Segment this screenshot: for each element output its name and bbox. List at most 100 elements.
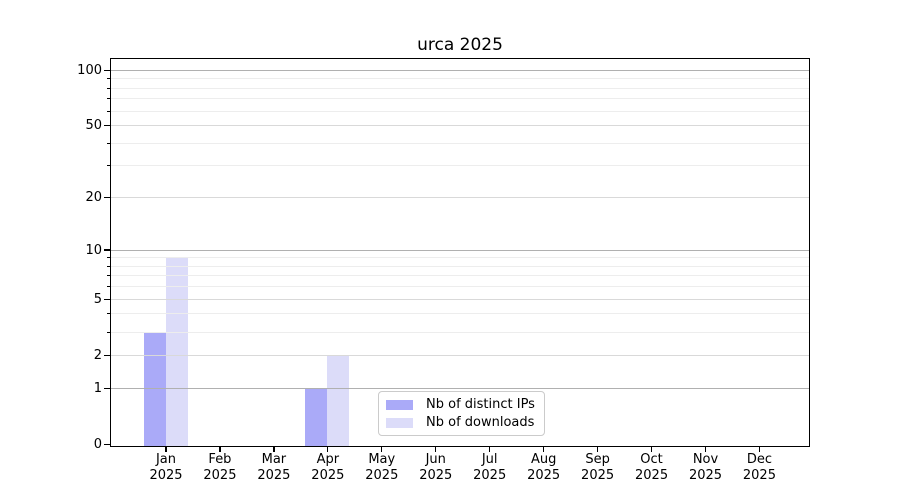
y-tick-minor bbox=[107, 257, 111, 259]
x-tick-month: Oct bbox=[640, 452, 663, 467]
y-tick-minor bbox=[107, 98, 111, 100]
y-tick-minor bbox=[107, 265, 111, 267]
y-gridline-minor bbox=[110, 265, 809, 267]
x-tick-year: 2025 bbox=[311, 467, 345, 483]
y-gridline bbox=[110, 69, 809, 71]
y-gridline bbox=[110, 249, 809, 251]
x-tick-year: 2025 bbox=[688, 467, 723, 483]
y-tick-minor bbox=[107, 87, 111, 89]
y-tick-label: 100 bbox=[77, 62, 102, 78]
x-tick-year: 2025 bbox=[365, 467, 399, 483]
y-tick bbox=[103, 443, 110, 446]
x-tick-label: Apr 2025 bbox=[296, 452, 360, 483]
x-tick-label: Oct 2025 bbox=[620, 452, 684, 483]
y-tick-label: 1 bbox=[93, 380, 102, 396]
y-gridline bbox=[110, 197, 809, 199]
x-tick-label: Jun 2025 bbox=[404, 452, 468, 483]
y-tick-label: 10 bbox=[85, 242, 102, 258]
x-tick-month: Apr bbox=[316, 452, 340, 467]
x-tick bbox=[704, 446, 707, 452]
x-tick bbox=[489, 446, 491, 452]
x-tick-month: May bbox=[368, 452, 396, 467]
x-tick-month: Aug bbox=[530, 452, 557, 467]
x-tick bbox=[381, 446, 383, 452]
x-tick bbox=[327, 446, 329, 452]
bar-downloads bbox=[327, 355, 350, 446]
y-tick-minor bbox=[107, 331, 111, 333]
y-tick bbox=[103, 69, 110, 71]
legend-label-distinct-ips: Nb of distinct IPs bbox=[426, 397, 535, 412]
y-gridline-minor bbox=[110, 275, 809, 277]
y-tick bbox=[103, 387, 110, 389]
y-tick bbox=[103, 249, 110, 251]
y-gridline-minor bbox=[110, 286, 809, 288]
x-tick-year: 2025 bbox=[419, 467, 453, 483]
x-tick-month: Dec bbox=[746, 452, 773, 467]
x-tick bbox=[273, 446, 275, 452]
x-tick-month: Jun bbox=[425, 452, 446, 467]
x-tick bbox=[596, 446, 599, 452]
y-gridline bbox=[110, 354, 809, 356]
y-tick-label: 20 bbox=[85, 190, 102, 206]
y-tick-minor bbox=[107, 275, 111, 277]
y-tick-minor bbox=[107, 313, 111, 315]
y-gridline-minor bbox=[110, 313, 809, 315]
x-tick bbox=[165, 446, 167, 452]
x-tick-month: Mar bbox=[261, 452, 287, 467]
y-tick-label: 5 bbox=[93, 291, 102, 307]
x-tick-label: Jan 2025 bbox=[134, 452, 198, 483]
y-gridline bbox=[110, 387, 809, 389]
y-tick-label: 50 bbox=[85, 118, 102, 134]
x-tick-label: Mar 2025 bbox=[242, 452, 306, 483]
legend-label-downloads: Nb of downloads bbox=[426, 415, 535, 430]
chart-title: urca 2025 bbox=[417, 35, 503, 55]
x-tick bbox=[543, 446, 545, 452]
x-tick-year: 2025 bbox=[635, 467, 669, 483]
y-tick-minor bbox=[107, 165, 111, 167]
x-tick-label: Sep 2025 bbox=[566, 452, 630, 483]
y-tick-minor bbox=[107, 142, 111, 144]
y-gridline-minor bbox=[110, 87, 809, 89]
y-gridline-minor bbox=[110, 142, 809, 144]
y-tick-label: 0 bbox=[93, 437, 102, 452]
x-tick-year: 2025 bbox=[149, 467, 183, 483]
y-tick bbox=[103, 196, 110, 199]
y-tick bbox=[103, 124, 110, 127]
x-tick-label: Aug 2025 bbox=[512, 452, 576, 483]
legend-item-distinct-ips: Nb of distinct IPs bbox=[386, 397, 536, 412]
y-tick bbox=[103, 354, 110, 357]
y-gridline-minor bbox=[110, 98, 809, 100]
y-tick-minor bbox=[107, 78, 111, 80]
y-gridline-minor bbox=[110, 165, 809, 167]
x-tick-month: Nov bbox=[692, 452, 719, 467]
y-gridline-minor bbox=[110, 78, 809, 80]
bar-downloads bbox=[165, 258, 188, 446]
x-tick-month: Sep bbox=[585, 452, 610, 467]
x-tick-label: Feb 2025 bbox=[188, 452, 252, 483]
y-gridline bbox=[110, 298, 809, 300]
x-tick-month: Jul bbox=[481, 452, 498, 467]
x-tick bbox=[650, 446, 653, 452]
legend: Nb of distinct IPs Nb of downloads bbox=[378, 391, 545, 436]
x-tick-month: Feb bbox=[208, 452, 232, 467]
bar-distinct-ips bbox=[143, 332, 166, 446]
bar-distinct-ips bbox=[305, 388, 328, 446]
x-tick-year: 2025 bbox=[742, 467, 776, 483]
y-gridline-minor bbox=[110, 257, 809, 259]
x-tick-year: 2025 bbox=[581, 467, 615, 483]
legend-item-downloads: Nb of downloads bbox=[386, 415, 536, 430]
x-tick-year: 2025 bbox=[203, 467, 237, 483]
x-tick-label: May 2025 bbox=[350, 452, 414, 483]
x-tick-year: 2025 bbox=[257, 467, 291, 483]
legend-swatch-distinct-ips bbox=[386, 399, 413, 410]
y-gridline bbox=[110, 125, 809, 127]
x-tick-year: 2025 bbox=[473, 467, 507, 483]
x-tick-year: 2025 bbox=[527, 467, 561, 483]
x-tick-label: Dec 2025 bbox=[727, 452, 791, 483]
x-tick-label: Jul 2025 bbox=[458, 452, 522, 483]
plot-area bbox=[109, 58, 810, 447]
legend-swatch-downloads bbox=[386, 417, 413, 428]
y-gridline-minor bbox=[110, 110, 809, 112]
x-tick bbox=[758, 446, 761, 452]
